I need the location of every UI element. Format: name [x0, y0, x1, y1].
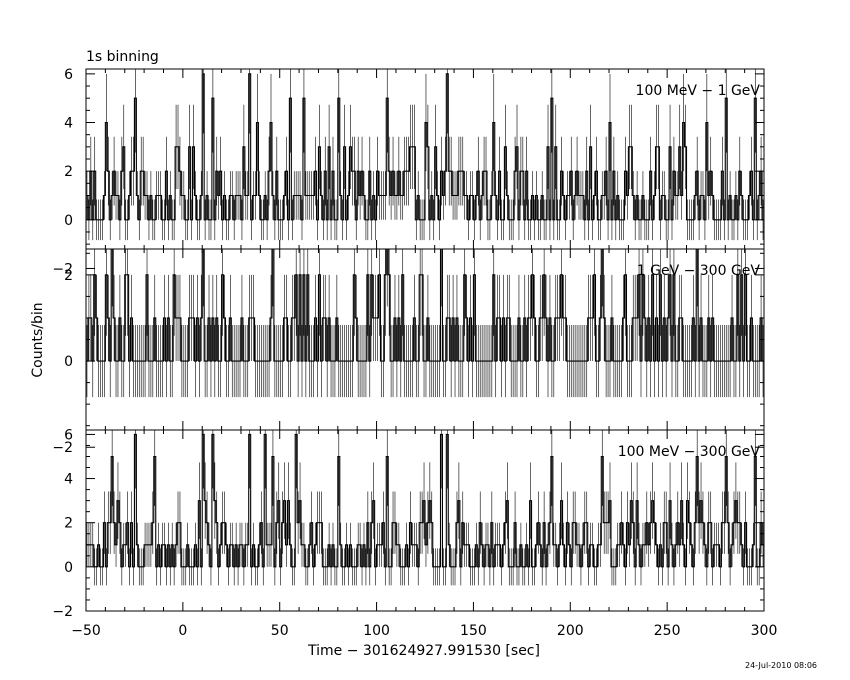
- y-axis-title: Counts/bin: [30, 302, 46, 377]
- x-tick-label: 200: [557, 623, 584, 639]
- timestamp: 24-Jul-2010 08:06: [745, 661, 818, 670]
- panel-2: −2 0 2 1 GeV − 300 GeV: [52, 248, 765, 456]
- x-tick-label: 0: [178, 623, 187, 639]
- y-tick-label: 6: [64, 427, 73, 443]
- binning-label: 1s binning: [86, 49, 159, 65]
- x-tick-label: 250: [654, 623, 681, 639]
- y-tick-label: 0: [64, 560, 73, 576]
- x-tick-label: 50: [271, 623, 289, 639]
- x-tick-label: −50: [71, 623, 101, 639]
- y-tick-label: 0: [64, 213, 73, 229]
- light-curve-2: [86, 248, 764, 362]
- x-tick-label: 300: [751, 623, 778, 639]
- x-tick-label: 100: [363, 623, 390, 639]
- y-tick-label: 6: [64, 67, 73, 83]
- energy-band-label: 100 MeV − 1 GeV: [636, 83, 761, 99]
- x-axis-title: Time − 301624927.991530 [sec]: [307, 643, 540, 659]
- panels-layer: −2 0 2 4 6 100 MeV − 1 GeV −2 0 2 1 GeV − 300 GeV…: [52, 67, 765, 620]
- y-tick-label: −2: [52, 604, 73, 620]
- energy-band-label: 1 GeV − 300 GeV: [637, 263, 761, 279]
- panel-1: −2 0 2 4 6 100 MeV − 1 GeV: [52, 67, 765, 277]
- y-tick-label: −2: [52, 261, 73, 277]
- y-tick-label: 2: [64, 268, 73, 284]
- x-axis-layer: −50 0 50 100 150 200 250 300: [71, 623, 777, 639]
- y-tick-label: 2: [64, 164, 73, 180]
- y-tick-label: 0: [64, 354, 73, 370]
- y-tick-label: 4: [64, 472, 73, 488]
- y-tick-label: 2: [64, 516, 73, 532]
- panel-frame: [85, 429, 765, 612]
- y-tick-label: 4: [64, 116, 73, 132]
- energy-band-label: 100 MeV − 300 GeV: [618, 444, 761, 460]
- x-tick-label: 150: [460, 623, 487, 639]
- y-tick-label: −2: [52, 440, 73, 456]
- panel-3: −2 0 2 4 6 100 MeV − 300 GeV: [52, 427, 765, 620]
- light-curve-3: [86, 433, 764, 568]
